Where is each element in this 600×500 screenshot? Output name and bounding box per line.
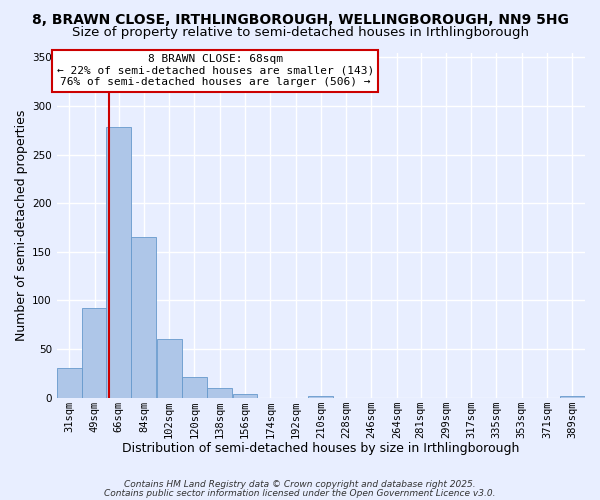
Text: 8 BRAWN CLOSE: 68sqm
← 22% of semi-detached houses are smaller (143)
76% of semi: 8 BRAWN CLOSE: 68sqm ← 22% of semi-detac… [56, 54, 374, 88]
Bar [208, 388, 232, 398]
Text: 8, BRAWN CLOSE, IRTHLINGBOROUGH, WELLINGBOROUGH, NN9 5HG: 8, BRAWN CLOSE, IRTHLINGBOROUGH, WELLING… [32, 12, 568, 26]
X-axis label: Distribution of semi-detached houses by size in Irthlingborough: Distribution of semi-detached houses by … [122, 442, 520, 455]
Text: Contains public sector information licensed under the Open Government Licence v3: Contains public sector information licen… [104, 489, 496, 498]
Bar [308, 396, 334, 398]
Text: Contains HM Land Registry data © Crown copyright and database right 2025.: Contains HM Land Registry data © Crown c… [124, 480, 476, 489]
Bar [106, 128, 131, 398]
Bar [233, 394, 257, 398]
Bar [82, 308, 107, 398]
Bar [131, 237, 157, 398]
Bar [57, 368, 82, 398]
Bar [560, 396, 585, 398]
Text: Size of property relative to semi-detached houses in Irthlingborough: Size of property relative to semi-detach… [71, 26, 529, 39]
Bar [157, 339, 182, 398]
Y-axis label: Number of semi-detached properties: Number of semi-detached properties [15, 110, 28, 340]
Bar [182, 377, 207, 398]
